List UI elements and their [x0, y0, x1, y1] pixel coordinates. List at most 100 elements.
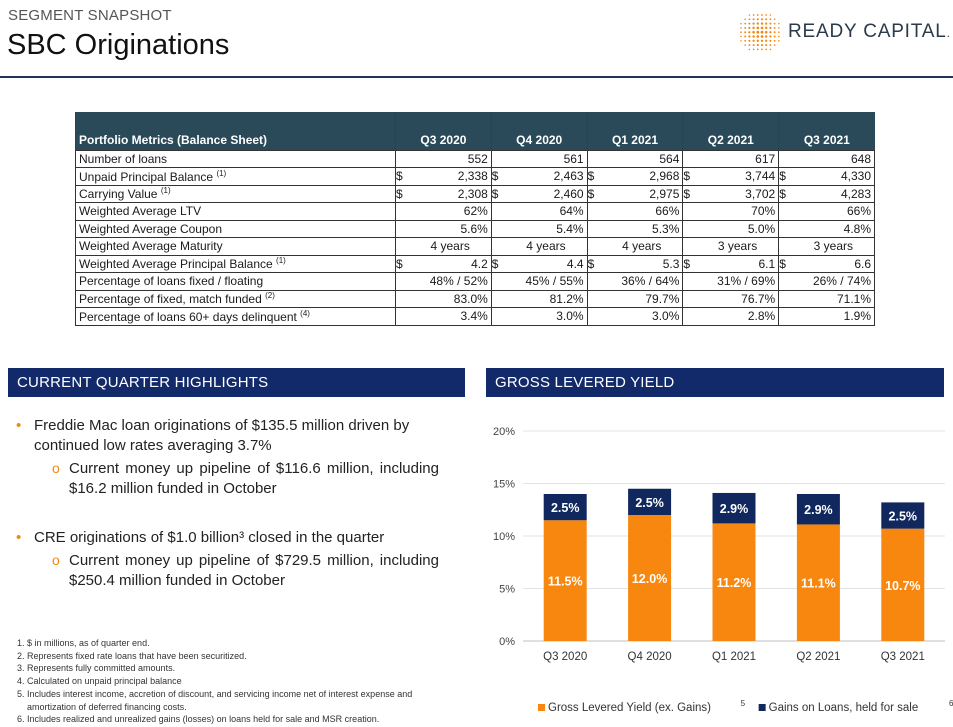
- logo-dot: [777, 35, 780, 38]
- chart-heading: GROSS LEVERED YIELD: [486, 368, 944, 397]
- legend-swatch: [538, 704, 545, 711]
- logo-dot: [760, 26, 764, 30]
- currency-cell: [682, 272, 697, 291]
- currency-cell: [778, 219, 793, 238]
- currency-cell: [586, 202, 602, 221]
- table-cell: 4.8%: [792, 219, 875, 238]
- currency-cell: [682, 149, 697, 168]
- logo-dot: [748, 14, 751, 16]
- logo-dot: [756, 35, 760, 38]
- logo-dot: [760, 44, 764, 47]
- footnote: 3. Represents fully committed amounts.: [17, 663, 176, 674]
- table-cell: 2,460: [505, 184, 588, 203]
- bar-segment: [796, 494, 840, 525]
- legend-label: Gross Levered Yield (ex. Gains): [548, 702, 711, 714]
- logo-dot: [764, 30, 768, 34]
- bar-segment: [712, 492, 756, 524]
- currency-cell: $: [778, 254, 793, 273]
- currency-cell: [395, 272, 410, 291]
- highlight-bullet: CRE originations of $1.0 billion³ closed…: [14, 528, 439, 548]
- bar-segment: [628, 488, 672, 515]
- logo-dot: [765, 44, 768, 47]
- logo-dot: [764, 35, 768, 38]
- gross-levered-yield-chart: 0% 5% 10% 15% 20% 11.5% 2.5% Q3 2020 12.0% 2.5% Q4…: [493, 426, 953, 714]
- table-cell: 3 years: [792, 237, 875, 256]
- table-cell: 2,338: [409, 167, 492, 186]
- logo-dot: [773, 44, 776, 46]
- logo-dot: [778, 22, 780, 25]
- highlights-heading: CURRENT QUARTER HIGHLIGHTS: [8, 368, 465, 397]
- table-cell: 76.7%: [696, 289, 780, 308]
- table-cell: 5.4%: [505, 219, 588, 238]
- logo-dot: [761, 14, 763, 16]
- table-cell: 561: [505, 149, 588, 168]
- legend-swatch: [758, 704, 766, 711]
- logo-dot: [748, 35, 751, 38]
- logo-dot: [769, 14, 772, 16]
- currency-cell: [682, 289, 697, 308]
- table-cell: 4,283: [792, 184, 875, 203]
- currency-cell: $: [682, 254, 697, 273]
- logo-dot: [756, 44, 759, 47]
- logo-dot: [765, 48, 768, 51]
- page-title: SBC Originations: [7, 29, 230, 61]
- logo-dot: [765, 22, 768, 25]
- table-cell: 71.1%: [792, 289, 875, 308]
- table-cell: 552: [409, 149, 492, 168]
- logo-dot: [744, 39, 747, 42]
- row-label: Unpaid Principal Balance (1): [75, 167, 396, 186]
- table-cell: 4.4: [505, 254, 588, 273]
- x-tick-label: Q2 2021: [796, 651, 840, 663]
- currency-cell: [395, 237, 410, 256]
- logo-dot: [769, 44, 772, 47]
- table-cell: 36% / 64%: [601, 272, 684, 291]
- logo-dot: [748, 39, 751, 42]
- logo-dot: [752, 30, 755, 34]
- table-cell: 3,702: [696, 184, 780, 203]
- footnotes: 1. $ in millions, as of quarter end. 2. …: [17, 637, 457, 726]
- table-cell: 2.8%: [696, 307, 780, 326]
- table-cell: 4 years: [409, 237, 492, 256]
- data-label: 2.5%: [889, 510, 918, 524]
- currency-cell: [490, 219, 506, 238]
- footnote: 5. Includes interest income, accretion o…: [17, 688, 413, 712]
- table-header-row: Portfolio Metrics (Balance Sheet) Q3 202…: [75, 112, 875, 150]
- table-cell: 2,975: [601, 184, 684, 203]
- logo-dot: [748, 18, 751, 21]
- logo-dot: [752, 22, 755, 25]
- currency-cell: [778, 272, 793, 291]
- logo-dot: [773, 22, 776, 25]
- logo-dot: [756, 14, 759, 16]
- currency-cell: $: [395, 184, 410, 203]
- column-header: Q3 2020: [395, 112, 492, 150]
- currency-cell: [682, 202, 697, 221]
- table-cell: 2,968: [601, 167, 684, 186]
- x-tick-label: Q1 2021: [712, 651, 756, 663]
- highlight-sub-bullet: Current money up pipeline of $729.5 mill…: [14, 550, 439, 591]
- logo-dot: [764, 26, 768, 30]
- currency-cell: [586, 272, 602, 291]
- table-cell: 617: [696, 149, 780, 168]
- currency-cell: [586, 149, 602, 168]
- logo-dot: [744, 44, 747, 46]
- legend-superscript: 5: [741, 699, 746, 708]
- currency-cell: [490, 202, 506, 221]
- data-label: 11.1%: [801, 577, 836, 591]
- portfolio-metrics-table: Portfolio Metrics (Balance Sheet) Q3 202…: [75, 112, 875, 326]
- y-tick-label: 0%: [499, 636, 515, 648]
- bar-segment: [712, 523, 756, 641]
- bar-segment: [881, 502, 925, 529]
- data-label: 2.5%: [551, 501, 580, 515]
- logo-dot: [760, 30, 764, 34]
- table-cell: 564: [601, 149, 684, 168]
- logo-dot: [752, 39, 755, 42]
- table-header-label: Portfolio Metrics (Balance Sheet): [75, 112, 396, 150]
- logo-dot: [752, 44, 755, 47]
- logo-dot: [740, 27, 742, 29]
- row-label: Percentage of loans 60+ days delinquent …: [75, 307, 396, 326]
- currency-cell: [395, 307, 410, 326]
- logo-dot: [752, 14, 755, 16]
- currency-cell: [395, 289, 410, 308]
- legend-superscript: 6: [949, 699, 953, 708]
- ready-capital-logo: READY CAPITAL.: [738, 12, 950, 52]
